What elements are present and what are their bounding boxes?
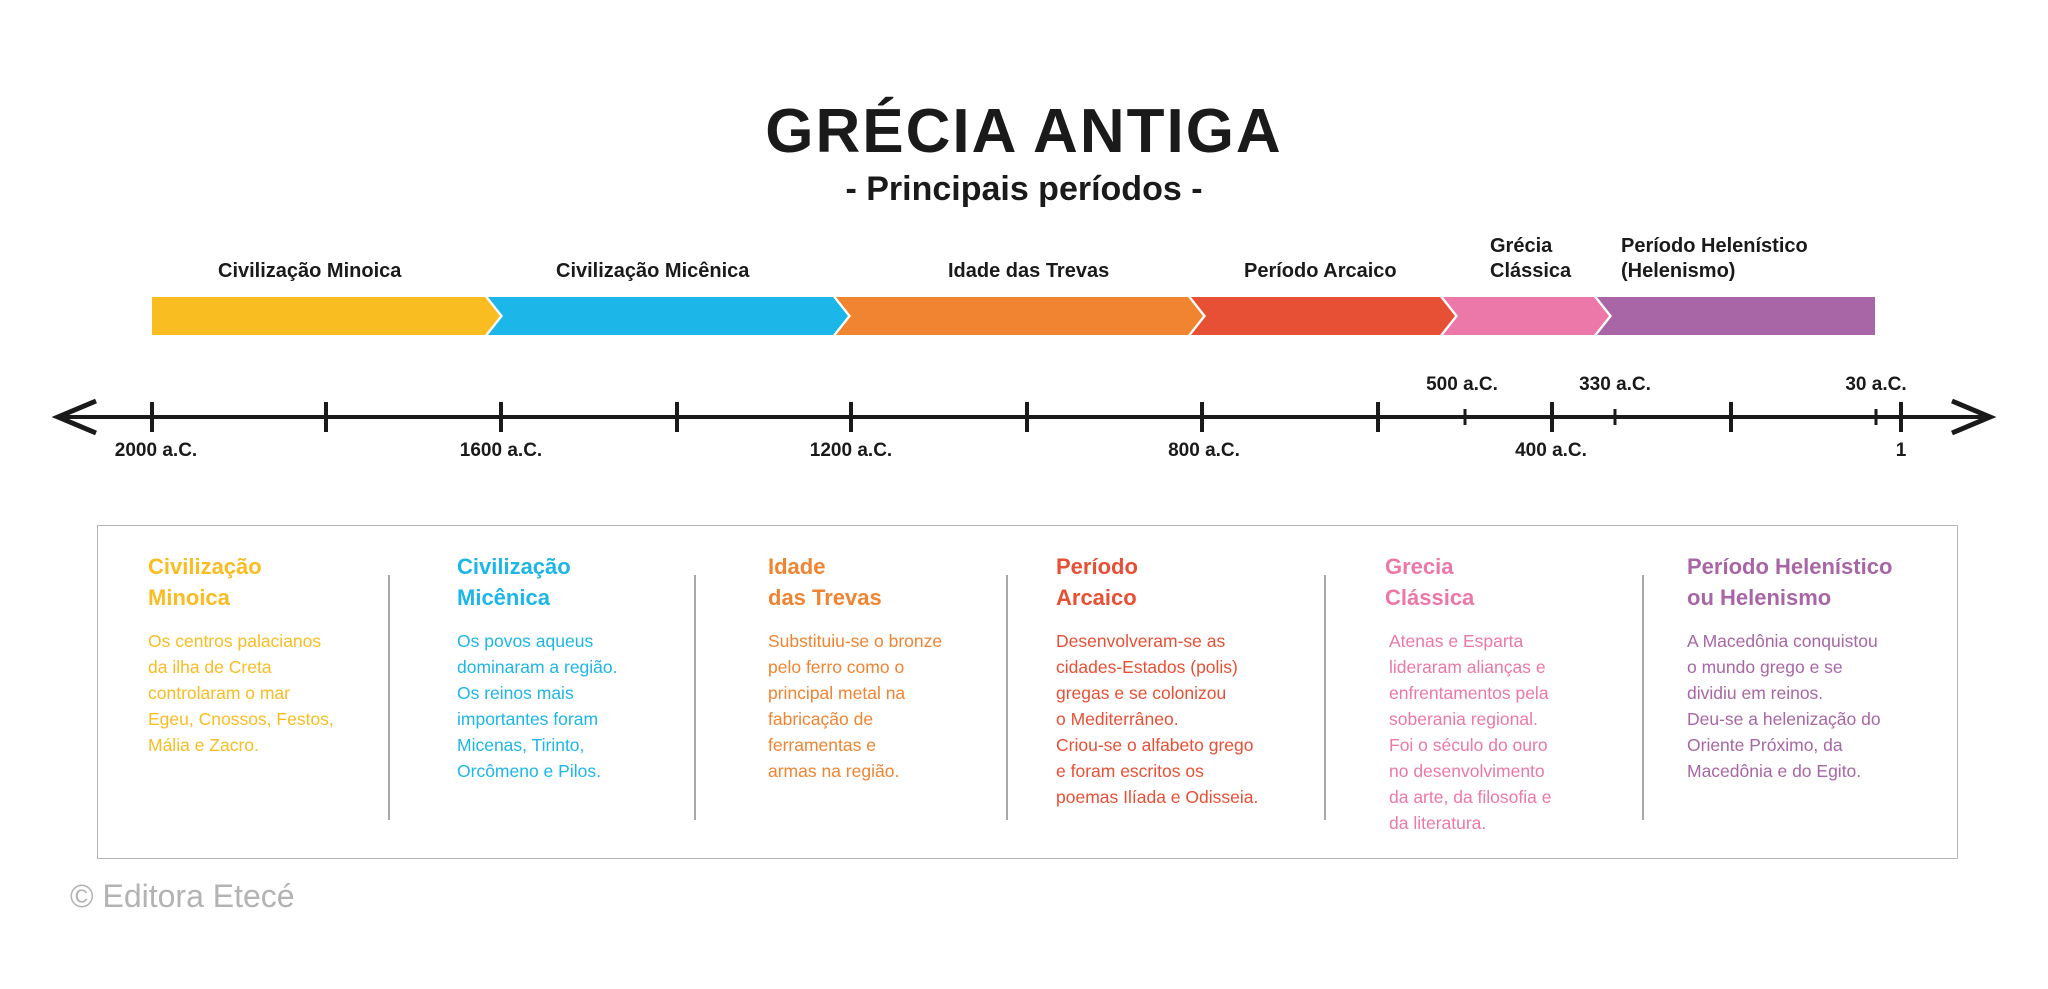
card-body: Os centros palacianos da ilha de Creta c… — [148, 631, 334, 755]
band-label-arcaico: Período Arcaico — [1244, 260, 1397, 282]
axis-label-800bc: 800 a.C. — [1168, 440, 1240, 461]
card-classica: Grecia Clássica Atenas e Esparta liderar… — [1385, 551, 1551, 836]
period-band — [488, 297, 848, 335]
period-band — [152, 297, 500, 335]
panel-divider — [1006, 575, 1008, 820]
period-band — [1191, 297, 1455, 335]
card-body: Atenas e Esparta lideraram alianças e en… — [1389, 631, 1552, 833]
band-label-minoica: Civilização Minoica — [218, 260, 402, 282]
period-band — [836, 297, 1203, 335]
axis-label-2000bc: 2000 a.C. — [114, 440, 198, 461]
card-trevas: Idade das Trevas Substituiu-se o bronze … — [768, 551, 942, 784]
panel-divider — [1324, 575, 1326, 820]
card-title: Idade das Trevas — [768, 554, 882, 610]
card-micenica: Civilização Micênica Os povos aqueus dom… — [457, 551, 618, 784]
period-band — [1443, 297, 1609, 335]
band-label-helenistico: Período Helenístico (Helenismo) — [1621, 235, 1808, 282]
axis-label-1600bc: 1600 a.C. — [459, 440, 543, 461]
band-label-trevas: Idade das Trevas — [948, 260, 1110, 282]
axis-label-30bc: 30 a.C. — [1845, 374, 1907, 395]
arrow-right-icon — [1951, 398, 1997, 436]
page-title: GRÉCIA ANTIGA — [765, 97, 1283, 166]
card-body: Substituiu-se o bronze pelo ferro como o… — [768, 631, 943, 781]
card-title: Período Helenístico ou Helenismo — [1687, 554, 1893, 610]
panel-divider — [694, 575, 696, 820]
arrow-left-icon — [51, 398, 97, 436]
description-panel — [97, 525, 1958, 859]
card-arcaico: Período Arcaico Desenvolveram-se as cida… — [1056, 551, 1258, 810]
page-subtitle: - Principais períodos - — [845, 170, 1203, 208]
card-title: Período Arcaico — [1056, 554, 1138, 610]
card-body: A Macedônia conquistou o mundo grego e s… — [1687, 631, 1881, 781]
card-title: Civilização Minoica — [148, 554, 262, 610]
band-label-micenica: Civilização Micênica — [556, 260, 750, 282]
period-band — [1597, 297, 1875, 335]
card-minoica: Civilização Minoica Os centros palaciano… — [148, 551, 334, 758]
panel-divider — [388, 575, 390, 820]
axis-label-year-1: 1 — [1895, 440, 1907, 461]
card-title: Civilização Micênica — [457, 554, 571, 610]
card-helenistico: Período Helenístico ou Helenismo A Maced… — [1687, 551, 1892, 784]
panel-divider — [1642, 575, 1644, 820]
card-body: Desenvolveram-se as cidades-Estados (pol… — [1056, 631, 1259, 807]
band-label-classica: Grécia Clássica — [1490, 235, 1572, 282]
card-title: Grecia Clássica — [1385, 554, 1475, 610]
axis-label-330bc: 330 a.C. — [1579, 374, 1651, 395]
card-body: Os povos aqueus dominaram a região. Os r… — [457, 631, 618, 781]
axis-label-400bc: 400 a.C. — [1515, 440, 1587, 461]
axis-label-500bc: 500 a.C. — [1426, 374, 1498, 395]
axis-label-1200bc: 1200 a.C. — [809, 440, 893, 461]
copyright-notice: © Editora Etecé — [70, 878, 295, 914]
